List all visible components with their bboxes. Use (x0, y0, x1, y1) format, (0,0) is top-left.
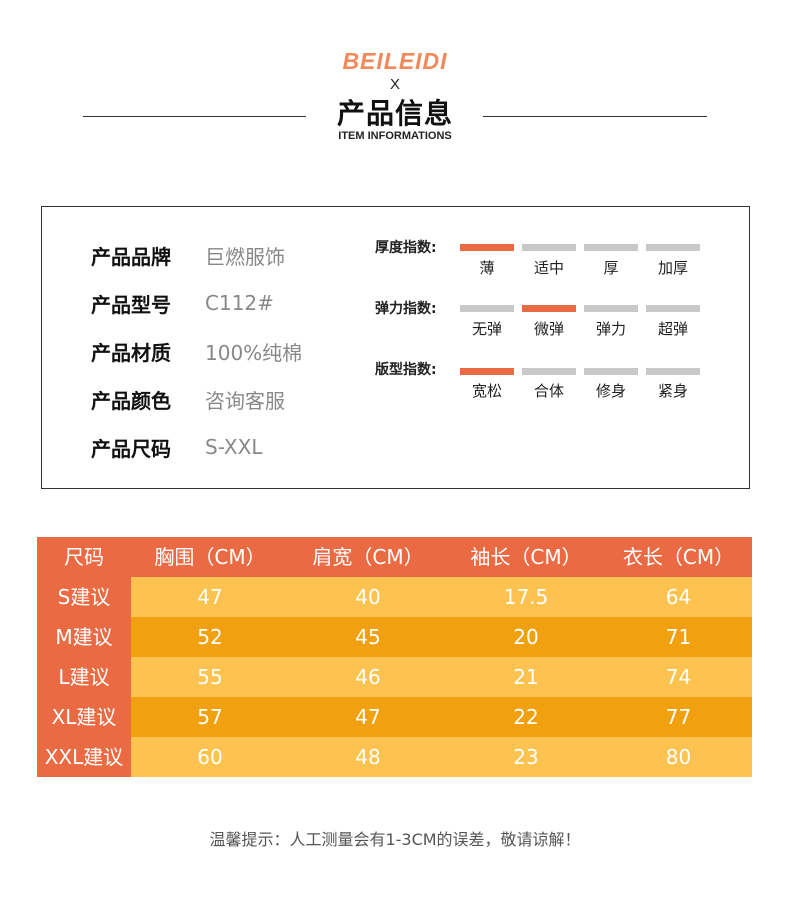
thickness-segment-thin (460, 244, 514, 251)
table-cell: 20 (447, 617, 605, 657)
measurement-note: 温馨提示：人工测量会有1-3CM的误差，敬请谅解！ (209, 830, 581, 849)
table-header-cell: 袖长（CM） (447, 537, 605, 577)
size-label-cell: XXL建议 (37, 737, 131, 777)
table-cell: 47 (131, 577, 289, 617)
elasticity-segment-stretch (584, 305, 638, 312)
fit-segment-regular (522, 368, 576, 375)
table-cell: 55 (131, 657, 289, 697)
spec-value: 巨燃服饰 (205, 244, 285, 269)
thickness-segment-extra-thick (646, 244, 700, 251)
elasticity-option: 超弹 (657, 320, 688, 338)
brand-logo: BEILEIDI (342, 48, 448, 74)
table-row: L建议 55 46 21 74 (37, 657, 752, 697)
thickness-option: 加厚 (657, 259, 688, 277)
table-cell: 77 (605, 697, 752, 737)
elasticity-option: 弹力 (595, 320, 626, 338)
spec-label: 产品尺码 (91, 436, 171, 461)
fit-option: 合体 (533, 382, 564, 400)
elasticity-segment-none (460, 305, 514, 312)
table-cell: 22 (447, 697, 605, 737)
table-cell: 40 (289, 577, 447, 617)
fit-segment-slim (584, 368, 638, 375)
spec-row-size: 产品尺码 S-XXL (91, 432, 262, 462)
spec-value: 100%纯棉 (205, 340, 303, 365)
table-row: M建议 52 45 20 71 (37, 617, 752, 657)
spec-value: C112# (205, 291, 274, 315)
table-cell: 17.5 (447, 577, 605, 617)
fit-option: 修身 (595, 382, 626, 400)
table-row: XL建议 57 47 22 77 (37, 697, 752, 737)
fit-segment-loose (460, 368, 514, 375)
size-label-cell: L建议 (37, 657, 131, 697)
thickness-segment-thick (584, 244, 638, 251)
page-subtitle: ITEM INFORMATIONS (338, 130, 452, 142)
table-row: S建议 47 40 17.5 64 (37, 577, 752, 617)
table-cell: 23 (447, 737, 605, 777)
spec-label: 产品颜色 (91, 388, 171, 413)
table-cell: 46 (289, 657, 447, 697)
size-chart-table: 尺码 胸围（CM） 肩宽（CM） 袖长（CM） 衣长（CM） S建议 47 40… (37, 537, 752, 777)
spec-row-color: 产品颜色 咨询客服 (91, 384, 285, 414)
table-row: XXL建议 60 48 23 80 (37, 737, 752, 777)
table-cell: 45 (289, 617, 447, 657)
thickness-index-label: 厚度指数: (375, 240, 437, 256)
brand-separator: X (389, 76, 400, 93)
page-title: 产品信息 (336, 97, 453, 130)
thickness-option: 厚 (603, 259, 619, 277)
table-cell: 47 (289, 697, 447, 737)
fit-index-label: 版型指数: (375, 362, 437, 378)
table-cell: 21 (447, 657, 605, 697)
table-cell: 64 (605, 577, 752, 617)
elasticity-segment-super (646, 305, 700, 312)
product-info-panel: 产品品牌 巨燃服饰 产品型号 C112# 产品材质 100%纯棉 产品颜色 咨询… (41, 206, 750, 489)
elasticity-segment-slight (522, 305, 576, 312)
table-header-cell: 尺码 (37, 537, 131, 577)
thickness-option: 薄 (479, 259, 495, 277)
spec-value: 咨询客服 (205, 388, 285, 413)
thickness-option: 适中 (533, 259, 564, 277)
table-cell: 52 (131, 617, 289, 657)
elasticity-option: 微弹 (533, 320, 564, 338)
fit-option: 紧身 (657, 382, 688, 400)
size-label-cell: XL建议 (37, 697, 131, 737)
table-header-row: 尺码 胸围（CM） 肩宽（CM） 袖长（CM） 衣长（CM） (37, 537, 752, 577)
size-label-cell: S建议 (37, 577, 131, 617)
table-cell: 74 (605, 657, 752, 697)
table-header-cell: 衣长（CM） (605, 537, 752, 577)
spec-label: 产品品牌 (91, 244, 171, 269)
spec-row-model: 产品型号 C112# (91, 288, 274, 318)
header-divider-right (483, 116, 707, 117)
table-cell: 57 (131, 697, 289, 737)
spec-label: 产品型号 (91, 292, 171, 317)
table-header-cell: 肩宽（CM） (289, 537, 447, 577)
header-divider-left (83, 116, 306, 117)
fit-segment-tight (646, 368, 700, 375)
table-cell: 60 (131, 737, 289, 777)
thickness-segment-medium (522, 244, 576, 251)
table-cell: 71 (605, 617, 752, 657)
elasticity-index-label: 弹力指数: (375, 301, 437, 317)
elasticity-option: 无弹 (471, 320, 502, 338)
fit-option: 宽松 (471, 382, 502, 400)
spec-row-brand: 产品品牌 巨燃服饰 (91, 240, 285, 270)
size-label-cell: M建议 (37, 617, 131, 657)
table-cell: 80 (605, 737, 752, 777)
spec-label: 产品材质 (91, 340, 171, 365)
spec-value: S-XXL (205, 435, 263, 459)
table-cell: 48 (289, 737, 447, 777)
spec-row-material: 产品材质 100%纯棉 (91, 336, 302, 366)
table-header-cell: 胸围（CM） (131, 537, 289, 577)
